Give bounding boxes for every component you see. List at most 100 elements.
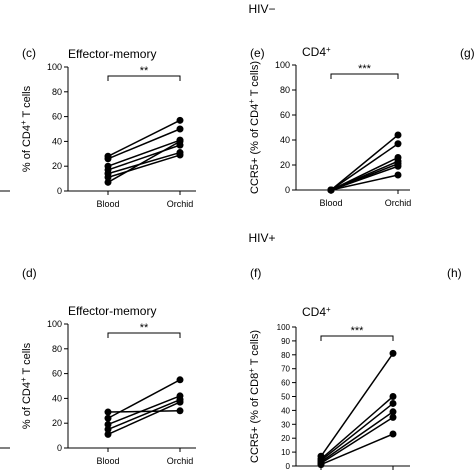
paired-line [107, 151, 181, 175]
paired-line [107, 401, 181, 436]
data-point-orchid [176, 125, 184, 133]
y-axis-label: CCR5+ (% of CD8+ T cells) [247, 330, 262, 463]
y-tick-label: 0 [57, 186, 62, 196]
y-tick-label: 70 [281, 365, 290, 374]
y-tick-label: 80 [52, 87, 62, 97]
data-point-orchid [389, 349, 397, 357]
paired-line [330, 143, 399, 191]
data-point-blood [317, 461, 325, 469]
panel-title: Effector-memory [68, 304, 156, 318]
y-tick-label: 20 [280, 160, 290, 170]
data-point-orchid [176, 407, 184, 415]
panel-label: (f) [250, 266, 261, 280]
data-point-orchid [176, 376, 184, 384]
data-point-orchid [389, 408, 397, 416]
data-point-blood [327, 186, 335, 194]
paired-line [107, 144, 181, 171]
panel-title: CD4+ [302, 305, 331, 320]
x-tick-label: Blood [96, 456, 119, 466]
paired-line [320, 395, 394, 460]
paired-line [330, 165, 399, 191]
data-point-blood [104, 155, 112, 163]
paired-line [107, 128, 181, 160]
panel-e: (e) CD4+ CCR5+ (% of CD4+ T cells) 0 20 40 60 8… [247, 45, 412, 209]
paired-line [330, 174, 399, 191]
data-point-orchid [176, 116, 184, 124]
data-point-blood [104, 414, 112, 422]
data-point-orchid [389, 413, 397, 421]
significance-bracket [107, 332, 181, 338]
y-tick-label: 0 [57, 443, 62, 453]
significance-label: ** [140, 322, 149, 334]
paired-line [330, 134, 399, 191]
y-tick-label: 90 [281, 337, 290, 346]
data-point-orchid [389, 399, 397, 407]
paired-line [107, 395, 181, 426]
paired-line [320, 352, 394, 457]
panel-label: (e) [250, 46, 265, 60]
data-point-blood [104, 430, 112, 438]
y-tick-label: 10 [281, 448, 290, 457]
y-tick-label: 30 [281, 420, 290, 429]
x-tick-label: Orchid [385, 198, 412, 208]
panel-label: (d) [22, 266, 37, 280]
data-point-blood [104, 425, 112, 433]
significance-bracket [320, 335, 394, 341]
edge-panel-label-g: (g) [460, 46, 474, 60]
data-point-orchid [176, 137, 184, 145]
significance-bracket [107, 75, 181, 81]
y-tick-label: 60 [280, 110, 290, 120]
significance-bracket [330, 73, 399, 79]
panel-label: (c) [22, 46, 36, 60]
x-tick-label: Blood [96, 199, 119, 209]
y-axis-label: % of CD4+ T cells [19, 85, 34, 172]
panel-title: CD4+ [302, 45, 331, 60]
y-tick-label: 100 [275, 60, 290, 70]
paired-line [107, 139, 181, 167]
y-tick-label: 40 [52, 136, 62, 146]
paired-line [107, 119, 181, 157]
x-tick-label: Blood [319, 198, 342, 208]
significance-label: ** [140, 65, 149, 77]
y-tick-label: 20 [52, 161, 62, 171]
y-tick-label: 20 [52, 418, 62, 428]
y-tick-label: 100 [277, 323, 291, 332]
panel-f: (f) CD4+ CCR5+ (% of CD8+ T cells) 0 10 20 30 4… [247, 266, 410, 471]
y-tick-label: 80 [281, 351, 290, 360]
data-point-blood [104, 178, 112, 186]
paired-line [320, 402, 394, 462]
y-tick-label: 60 [52, 112, 62, 122]
paired-line [107, 154, 181, 179]
data-point-blood [104, 408, 112, 416]
group-label-hiv-positive: HIV+ [248, 231, 275, 245]
panel-title: Effector-memory [68, 47, 156, 61]
data-point-orchid [394, 162, 402, 170]
paired-line [107, 140, 181, 183]
panel-c: (c) Effector-memory % of CD4+ T cells 0 20 40… [19, 46, 196, 209]
paired-line [320, 416, 394, 464]
paired-line [320, 411, 394, 463]
y-tick-label: 20 [281, 434, 290, 443]
data-point-orchid [394, 140, 402, 148]
y-tick-label: 80 [280, 85, 290, 95]
y-tick-label: 0 [286, 462, 291, 471]
data-point-orchid [389, 430, 397, 438]
significance-label: *** [351, 325, 365, 337]
x-tick-label: Orchid [167, 456, 194, 466]
data-point-orchid [176, 398, 184, 406]
data-point-orchid [389, 393, 397, 400]
panel-d: (d) Effector-memory % of CD4+ T cells 0 20 40… [19, 266, 196, 466]
y-tick-label: 100 [47, 62, 62, 72]
group-label-hiv-negative: HIV− [248, 2, 275, 16]
y-tick-label: 0 [285, 185, 290, 195]
y-tick-label: 60 [281, 379, 290, 388]
data-point-orchid [394, 131, 402, 139]
y-axis-label: % of CD4+ T cells [19, 342, 34, 429]
y-tick-label: 40 [281, 406, 290, 415]
y-tick-label: 100 [47, 319, 62, 329]
data-point-orchid [176, 151, 184, 159]
y-axis-label: CCR5+ (% of CD4+ T cells) [247, 61, 262, 194]
paired-line [107, 398, 181, 431]
data-point-blood [104, 173, 112, 181]
